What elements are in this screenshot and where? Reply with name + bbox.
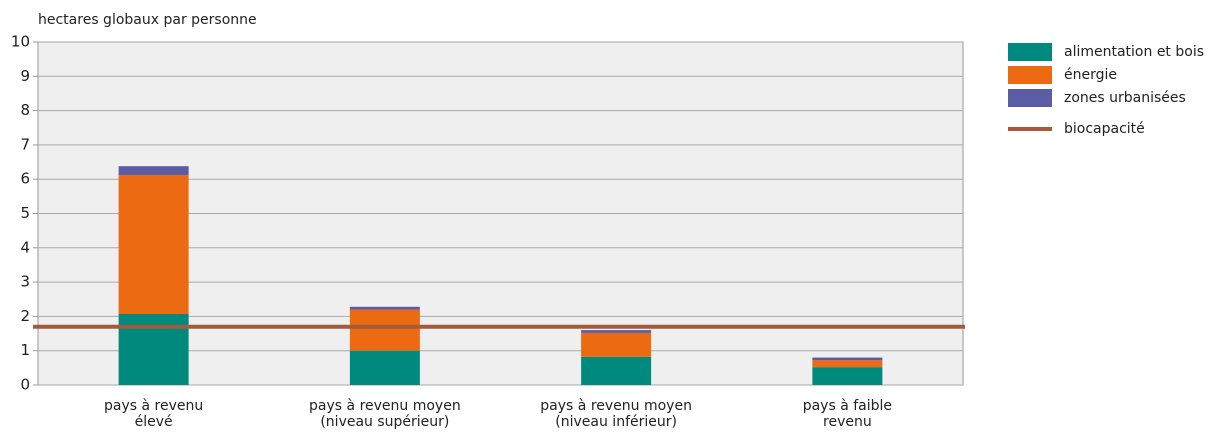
y-tick-label: 9	[20, 67, 30, 85]
x-tick-label: pays à revenu élevé	[104, 398, 204, 430]
y-tick-label: 10	[11, 33, 30, 51]
y-tick-label: 0	[20, 376, 30, 394]
y-tick-label: 5	[20, 204, 30, 222]
y-tick-label: 3	[20, 273, 30, 291]
y-tick-label: 1	[20, 341, 30, 359]
legend-label: alimentation et bois	[1064, 44, 1204, 60]
bar-segment	[812, 360, 883, 368]
y-tick-label: 8	[20, 101, 30, 119]
legend-swatch	[1008, 43, 1052, 61]
bar-segment	[118, 175, 189, 314]
bar-segment	[581, 330, 652, 333]
bar-segment	[812, 357, 883, 361]
y-tick-label: 2	[20, 307, 30, 325]
bar-segment	[581, 332, 652, 357]
legend-label: énergie	[1064, 67, 1117, 83]
bar-segment	[118, 166, 189, 176]
y-axis-label: hectares globaux par personne	[38, 12, 257, 28]
bar-segment	[349, 306, 420, 310]
x-tick-label: pays à revenu moyen (niveau inférieur)	[540, 398, 692, 430]
y-tick-label: 6	[20, 170, 30, 188]
y-tick-label: 4	[20, 238, 30, 256]
bar-segment	[581, 356, 652, 385]
bar-segment	[349, 309, 420, 351]
bar-segment	[812, 367, 883, 385]
bar-segment	[349, 350, 420, 385]
y-tick-label: 7	[20, 135, 30, 153]
x-tick-label: pays à revenu moyen (niveau supérieur)	[309, 398, 461, 430]
legend-swatch	[1008, 89, 1052, 107]
legend-swatch	[1008, 66, 1052, 84]
legend-label: biocapacité	[1064, 121, 1145, 137]
legend-label: zones urbanisées	[1064, 90, 1186, 106]
x-tick-label: pays à faible revenu	[802, 398, 893, 430]
bar-segment	[118, 313, 189, 385]
